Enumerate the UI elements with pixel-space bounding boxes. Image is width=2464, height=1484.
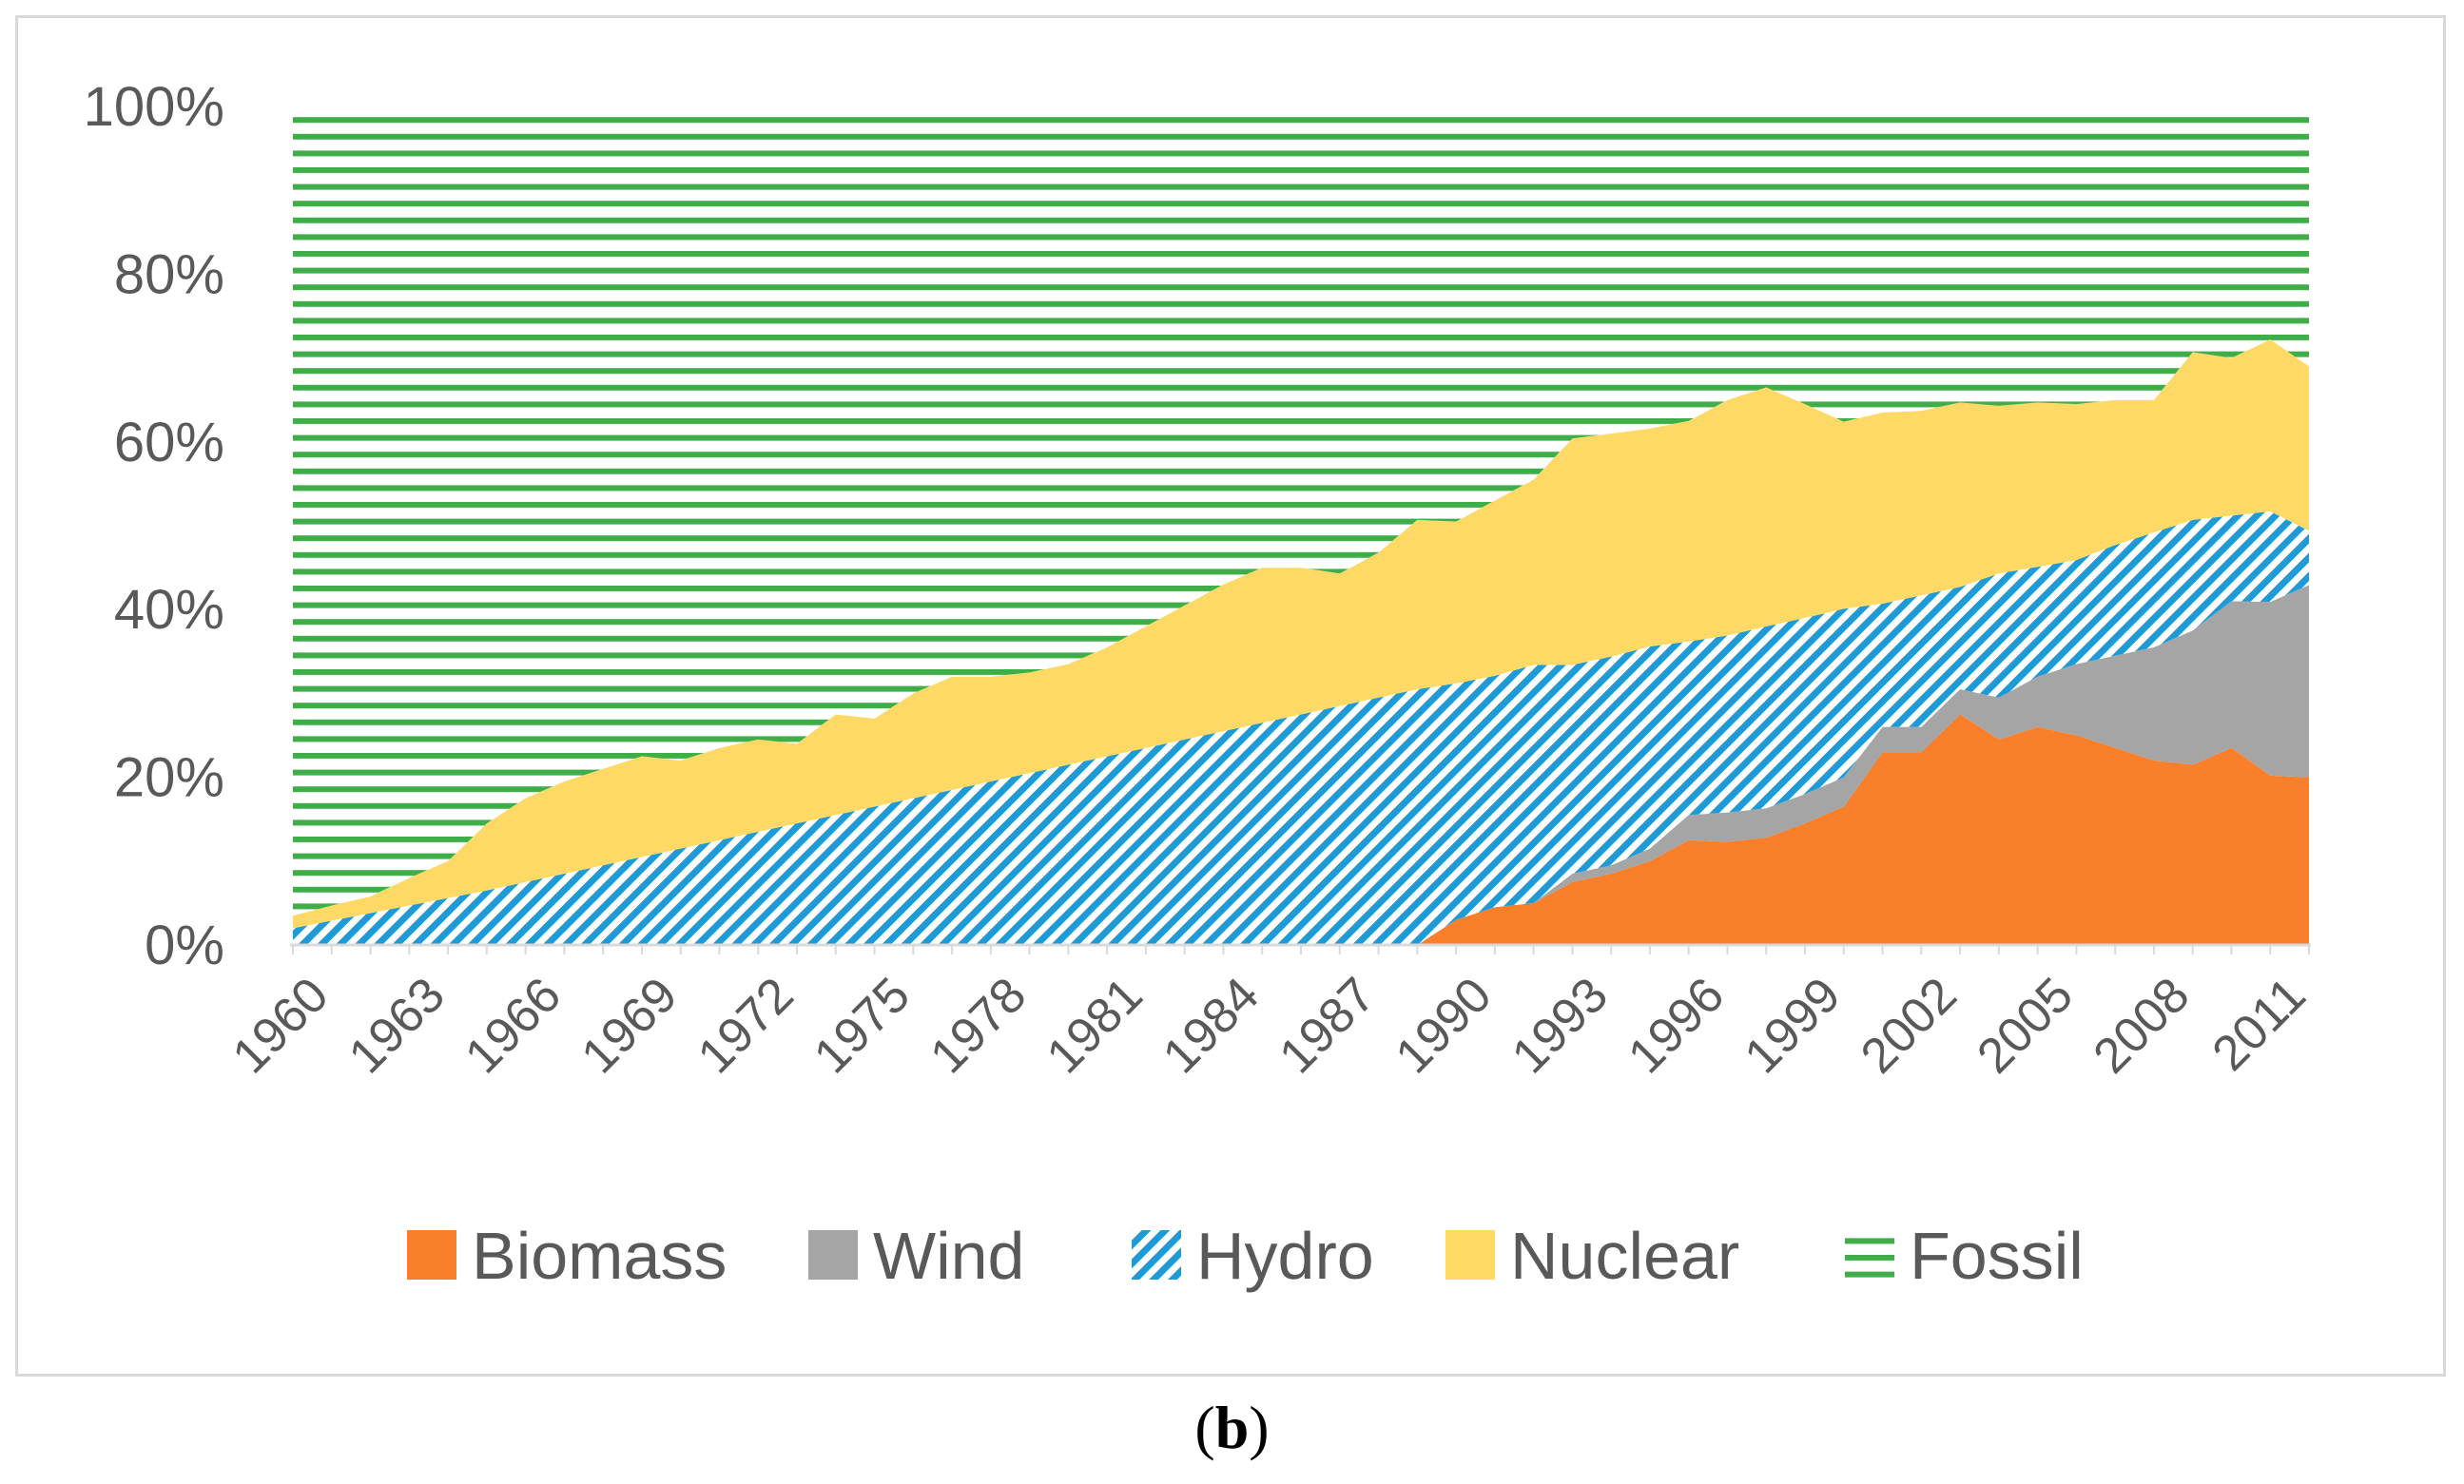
x-tick-label: 1981: [1037, 967, 1154, 1084]
legend-swatch-biomass: [407, 1230, 456, 1280]
x-tick-label: 2008: [2084, 967, 2201, 1084]
legend-item-nuclear: Nuclear: [1445, 1219, 1739, 1293]
x-tick-label: 1984: [1153, 967, 1270, 1084]
y-tick-label: 60%: [114, 412, 224, 473]
legend-item-fossil: Fossil: [1845, 1219, 2084, 1293]
caption-letter: b: [1214, 1394, 1250, 1461]
x-tick-label: 2005: [1967, 967, 2084, 1084]
x-tick-label: 1987: [1269, 967, 1386, 1084]
x-tick-label: 1960: [223, 967, 340, 1084]
legend-swatch-nuclear: [1445, 1230, 1495, 1280]
legend-label-nuclear: Nuclear: [1510, 1219, 1739, 1293]
x-minor-ticks: [292, 945, 2310, 954]
legend-swatch-hydro: [1132, 1230, 1181, 1280]
legend-item-wind: Wind: [808, 1219, 1024, 1293]
caption-close-paren: ): [1249, 1394, 1270, 1461]
x-tick-label: 1978: [921, 967, 1038, 1084]
x-tick-label: 1969: [572, 967, 689, 1084]
area-biomass: [293, 714, 2309, 945]
x-tick-label: 1993: [1502, 967, 1619, 1084]
x-tick-label: 1996: [1618, 967, 1735, 1084]
x-tick-label: 1963: [339, 967, 456, 1084]
legend-label-wind: Wind: [873, 1219, 1024, 1293]
x-tick-label: 1999: [1735, 967, 1852, 1084]
legend-swatch-wind: [808, 1230, 858, 1280]
y-tick-label: 80%: [114, 243, 224, 305]
x-tick-label: 1966: [455, 967, 572, 1084]
y-tick-label: 0%: [145, 915, 224, 976]
legend-item-hydro: Hydro: [1132, 1219, 1374, 1293]
legend-item-biomass: Biomass: [407, 1219, 727, 1293]
area-hydro: [293, 511, 2309, 945]
y-tick-label: 40%: [114, 579, 224, 641]
legend: Biomass Wind Hydro Nuclear Fossil: [407, 1219, 2084, 1293]
y-tick-label: 100%: [84, 76, 224, 138]
x-tick-label: 1972: [688, 967, 805, 1084]
x-tick-label: 1990: [1386, 967, 1503, 1084]
legend-label-fossil: Fossil: [1910, 1219, 2084, 1293]
legend-swatch-fossil: [1845, 1230, 1894, 1280]
area-fossil: [293, 106, 2309, 916]
y-tick-label: 20%: [114, 747, 224, 809]
x-tick-label: 2002: [1851, 967, 1968, 1084]
legend-label-biomass: Biomass: [472, 1219, 727, 1293]
area-nuclear: [293, 339, 2309, 929]
legend-label-hydro: Hydro: [1196, 1219, 1374, 1293]
figure-caption: (b): [0, 1393, 2464, 1463]
x-tick-label: 2011: [2202, 967, 2317, 1081]
x-tick-label: 1975: [804, 967, 921, 1084]
caption-open-paren: (: [1194, 1394, 1215, 1461]
